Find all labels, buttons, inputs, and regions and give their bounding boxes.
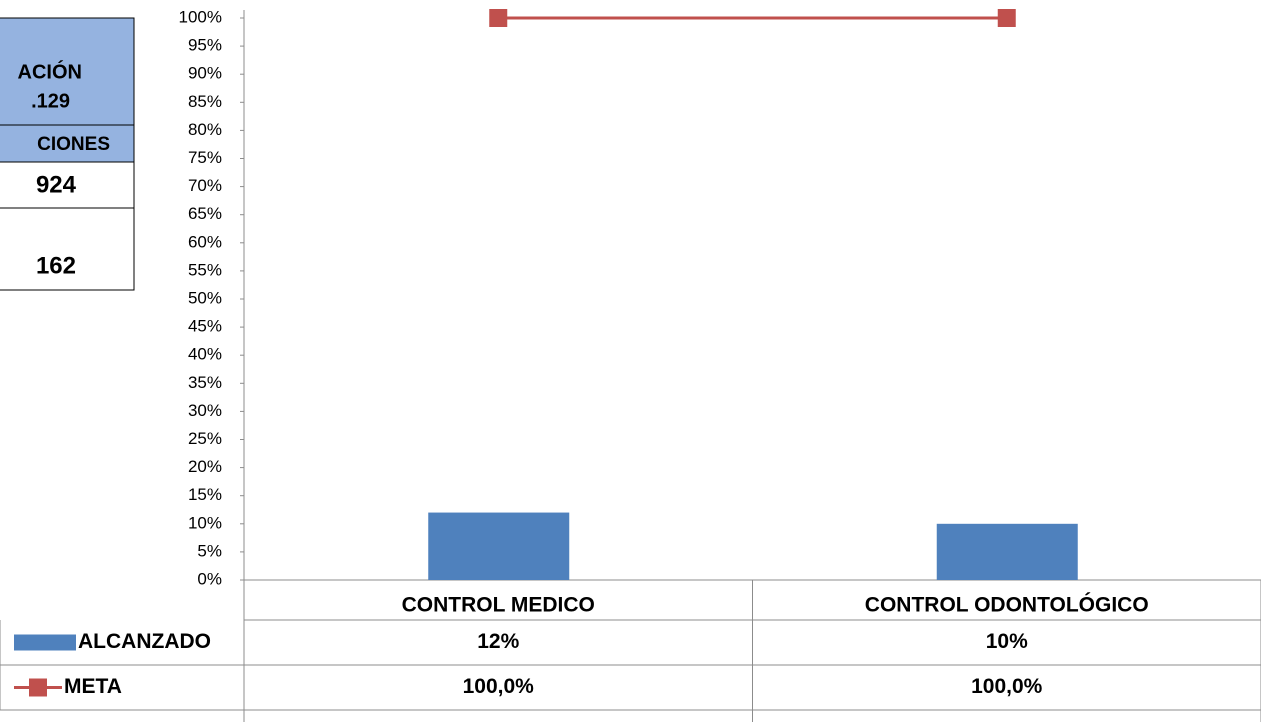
legend-swatch	[29, 678, 47, 697]
bar	[936, 523, 1078, 580]
y-tick-label: 50%	[188, 288, 222, 307]
y-tick-label: 15%	[188, 485, 222, 504]
legend-label: ALCANZADO	[78, 630, 211, 653]
y-tick-label: 70%	[188, 176, 222, 195]
y-tick-label: 5%	[197, 541, 222, 560]
legend-swatch	[14, 634, 76, 651]
y-tick-label: 65%	[188, 204, 222, 223]
value-label: 100,0%	[463, 675, 535, 698]
y-tick-label: 10%	[188, 513, 222, 532]
y-tick-label: 30%	[188, 401, 222, 420]
y-tick-label: 90%	[188, 64, 222, 83]
y-tick-label: 60%	[188, 232, 222, 251]
x-tick-label: CONTROL ODONTOLÓGICO	[865, 593, 1149, 617]
value-label: 10%	[986, 630, 1028, 653]
marker	[997, 9, 1016, 27]
y-tick-label: 25%	[188, 429, 222, 448]
side-table-text: 162	[36, 252, 76, 279]
y-tick-label: 45%	[188, 317, 222, 336]
marker	[489, 9, 508, 27]
y-tick-label: 95%	[188, 36, 222, 55]
y-tick-label: 0%	[197, 569, 222, 588]
side-table-text: ACIÓN	[18, 59, 82, 83]
side-table-text: CIONES	[37, 134, 110, 155]
value-label: 100,0%	[971, 675, 1043, 698]
bar	[428, 512, 570, 580]
side-table-cell	[0, 124, 135, 163]
y-tick-label: 85%	[188, 92, 222, 111]
side-table-text: 924	[36, 171, 77, 198]
side-table-cell	[0, 17, 135, 126]
y-tick-label: 75%	[188, 148, 222, 167]
x-tick-label: CONTROL MEDICO	[402, 594, 595, 617]
y-tick-label: 35%	[188, 373, 222, 392]
y-tick-label: 80%	[188, 120, 222, 139]
side-table-cell	[0, 207, 135, 291]
y-tick-label: 20%	[188, 457, 222, 476]
y-tick-label: 55%	[188, 260, 222, 279]
legend-label: META	[64, 675, 122, 698]
side-table-text: .129	[31, 90, 70, 112]
y-tick-label: 100%	[179, 7, 222, 26]
side-table-cell	[0, 161, 135, 209]
value-label: 12%	[477, 630, 519, 653]
y-tick-label: 40%	[188, 345, 222, 364]
